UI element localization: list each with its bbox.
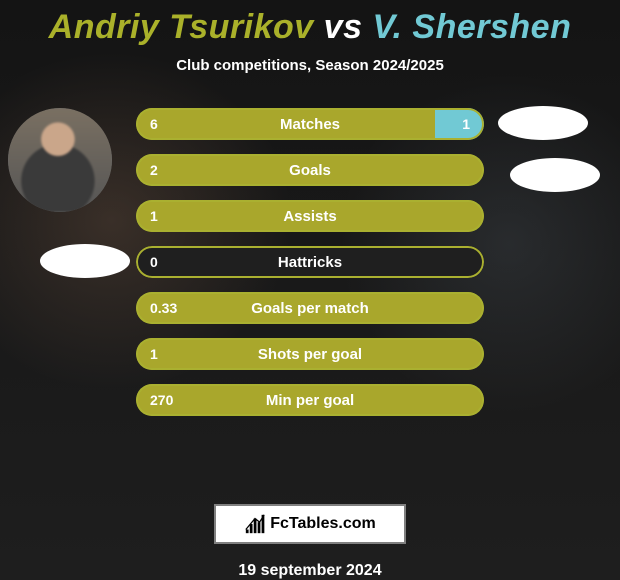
form-indicator-player2-a — [498, 106, 588, 140]
stat-row: Goals per match 0.33 — [136, 292, 484, 324]
stat-value-player1: 1 — [150, 208, 158, 224]
stat-value-player1: 1 — [150, 346, 158, 362]
chart-area: Matches61Goals2Assists1Hattricks0Goals p… — [0, 98, 620, 164]
form-indicator-player1 — [40, 244, 130, 278]
stat-value-player1: 0 — [150, 254, 158, 270]
generation-date: 19 september 2024 — [238, 562, 381, 580]
avatar-player1 — [8, 108, 112, 212]
stat-row: Shots per goal 1 — [136, 338, 484, 370]
stat-value-player1: 6 — [150, 116, 158, 132]
fctables-icon — [244, 513, 266, 535]
stat-fill-player2 — [435, 108, 484, 140]
stat-rows: Matches 6 1 Goals 2 Assists 1 Hattricks 0 Goals p… — [136, 108, 484, 416]
logo-box: FcTables.com — [214, 504, 406, 544]
stat-row: Matches 6 1 — [136, 108, 484, 140]
stat-value-player1: 270 — [150, 392, 173, 408]
stat-row: Hattricks 0 — [136, 246, 484, 278]
logo-text: FcTables.com — [270, 515, 376, 533]
comparison-card: Andriy Tsurikov vs V. Shershen Club comp… — [0, 0, 620, 580]
stat-value-player1: 0.33 — [150, 300, 177, 316]
stat-label: Matches — [280, 116, 340, 133]
title-player2: V. Shershen — [372, 8, 571, 46]
stat-label: Goals per match — [251, 300, 369, 317]
stat-row: Min per goal 270 — [136, 384, 484, 416]
subtitle: Club competitions, Season 2024/2025 — [176, 57, 444, 74]
stat-label: Hattricks — [278, 254, 342, 271]
stat-label: Min per goal — [266, 392, 354, 409]
stat-label: Shots per goal — [258, 346, 362, 363]
form-indicator-player2-b — [510, 158, 600, 192]
page-title: Andriy Tsurikov vs V. Shershen — [49, 8, 572, 47]
stat-value-player2: 1 — [462, 116, 470, 132]
stat-row: Goals 2 — [136, 154, 484, 186]
avatar-player1-image — [8, 108, 112, 212]
stat-label: Assists — [283, 208, 336, 225]
stat-row: Assists 1 — [136, 200, 484, 232]
stat-value-player1: 2 — [150, 162, 158, 178]
stat-label: Goals — [289, 162, 331, 179]
title-vs: vs — [324, 8, 363, 46]
title-player1: Andriy Tsurikov — [49, 8, 314, 46]
